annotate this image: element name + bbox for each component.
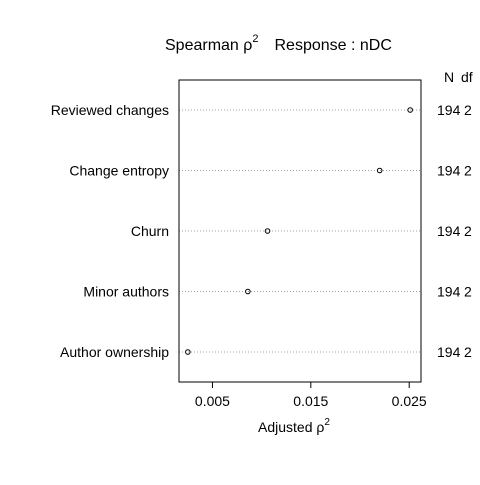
row-df-value: 2: [464, 102, 472, 118]
row-label: Churn: [131, 223, 169, 239]
row-label: Author ownership: [60, 344, 169, 360]
row-df-value: 2: [464, 163, 472, 179]
data-points: [185, 107, 413, 355]
x-axis: 0.005 0.015 0.025: [195, 382, 427, 409]
row-n-value: 194: [437, 102, 461, 118]
plot-frame: [178, 79, 422, 383]
row-df-value: 2: [464, 223, 472, 239]
row-n-value: 194: [437, 223, 461, 239]
row-labels: Reviewed changes Change entropy Churn Minor…: [51, 102, 170, 360]
grid-lines: [179, 109, 421, 353]
stats-header-df: df: [461, 69, 473, 85]
data-point: [407, 107, 413, 113]
row-label: Reviewed changes: [51, 102, 169, 118]
row-n-value: 194: [437, 163, 461, 179]
x-axis-label: Adjusted ρ2: [258, 417, 330, 435]
data-point: [245, 288, 251, 295]
chart-title: Spearman ρ2 Response : nDC: [165, 33, 392, 54]
x-tick-label: 0.005: [195, 393, 230, 409]
data-point: [264, 228, 271, 234]
row-label: Minor authors: [83, 284, 169, 300]
row-label: Change entropy: [69, 163, 169, 179]
x-tick-label: 0.025: [392, 393, 427, 409]
row-n-value: 194: [437, 284, 461, 300]
data-point: [185, 349, 191, 355]
row-n-value: 194: [437, 344, 461, 360]
row-df-value: 2: [464, 284, 472, 300]
data-point: [376, 167, 383, 174]
x-tick-label: 0.015: [293, 393, 328, 409]
row-df-value: 2: [464, 344, 472, 360]
stats-header-n: N: [444, 69, 454, 85]
